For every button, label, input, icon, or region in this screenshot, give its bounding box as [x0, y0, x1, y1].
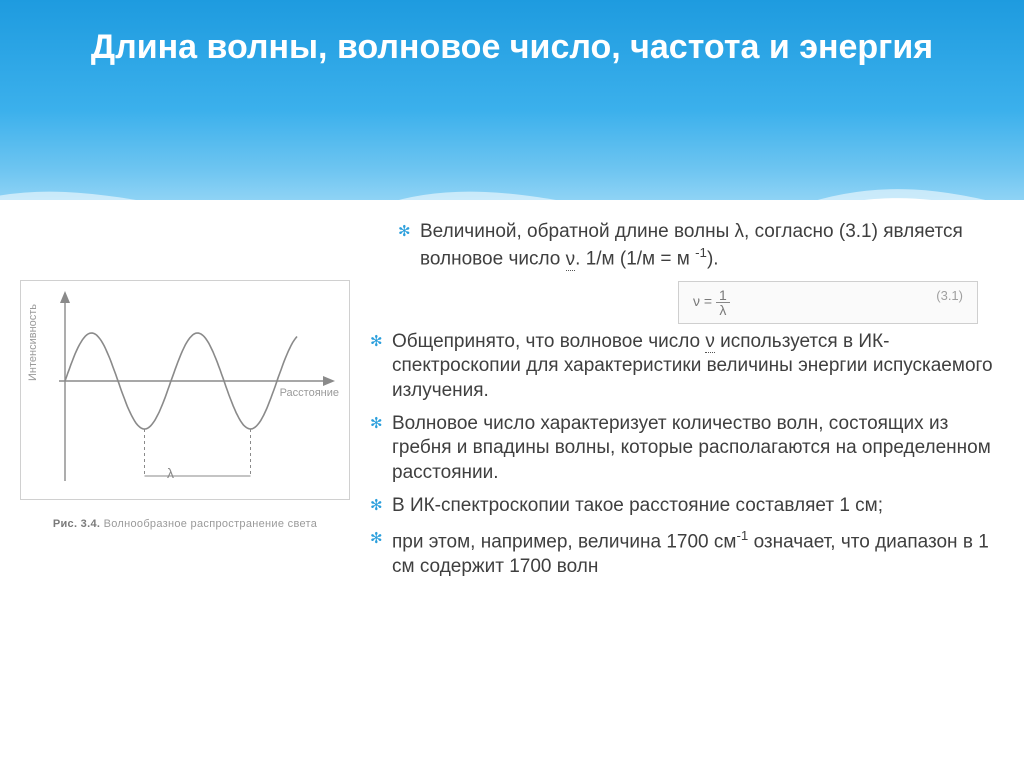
- right-column: Величиной, обратной длине волны λ, согла…: [360, 220, 1024, 760]
- figure-caption-prefix: Рис. 3.4.: [53, 518, 100, 530]
- figure-caption: Рис. 3.4. Волнообразное распространение …: [20, 518, 350, 530]
- bullet-item: при этом, например, величина 1700 см-1 о…: [368, 527, 994, 579]
- x-axis-label: Расстояние: [280, 387, 339, 399]
- bullet-item: Величиной, обратной длине волны λ, согла…: [396, 220, 994, 272]
- wave-figure: Интенсивность Расстояние λ: [20, 280, 350, 500]
- left-column: Интенсивность Расстояние λ Рис. 3.4. Вол…: [0, 220, 360, 760]
- formula-eqnum: (3.1): [936, 288, 963, 303]
- formula-text: ν = 1λ: [693, 293, 730, 309]
- bullet-item: Общепринято, что волновое число ν исполь…: [368, 330, 994, 403]
- figure-caption-text: Волнообразное распространение света: [104, 518, 318, 530]
- formula-box: ν = 1λ (3.1): [678, 281, 978, 324]
- slide-title: Длина волны, волновое число, частота и э…: [0, 26, 1024, 69]
- bullet-item: Волновое число характеризует количество …: [368, 412, 994, 485]
- lambda-label: λ: [167, 465, 174, 481]
- content-area: Интенсивность Расстояние λ Рис. 3.4. Вол…: [0, 220, 1024, 760]
- bullet-list: Величиной, обратной длине волны λ, согла…: [368, 220, 994, 579]
- bullet-item: В ИК-спектроскопии такое расстояние сост…: [368, 494, 994, 518]
- y-axis-label: Интенсивность: [27, 304, 39, 381]
